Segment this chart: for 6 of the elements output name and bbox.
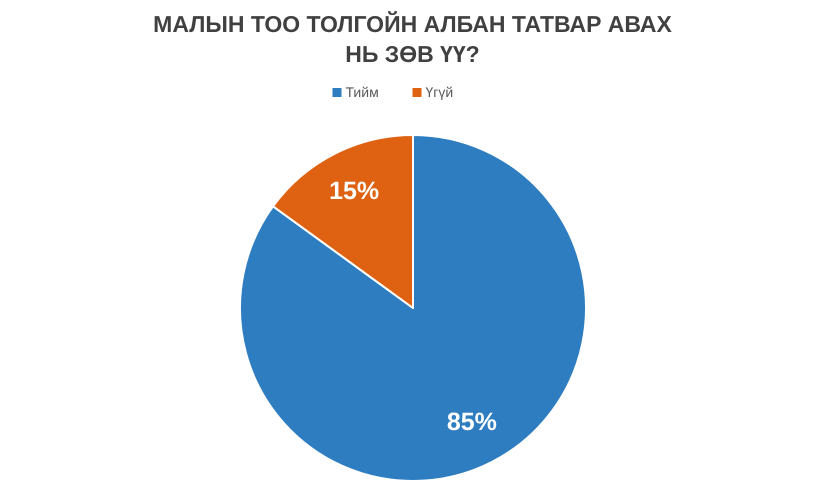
legend-label: Үгүй bbox=[426, 84, 454, 100]
data-label: 85% bbox=[446, 408, 497, 436]
data-label: 15% bbox=[329, 177, 380, 205]
chart-title: МАЛЫН ТОО ТОЛГОЙН АЛБАН ТАТВАР АВАХ НЬ ЗӨВ ҮҮ? bbox=[153, 11, 672, 67]
legend-label: Тийм bbox=[346, 84, 379, 100]
pie-slice bbox=[239, 134, 587, 482]
